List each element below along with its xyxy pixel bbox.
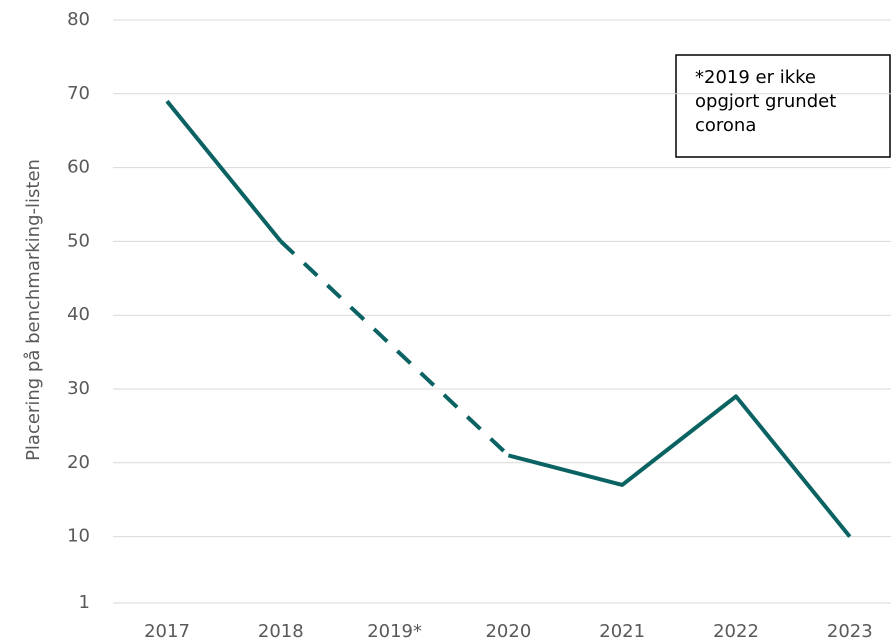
y-tick-label: 80 (67, 9, 90, 30)
annotation-box (675, 54, 891, 158)
gap-line (279, 239, 510, 457)
x-tick-label: 2017 (144, 621, 190, 642)
y-tick-label: 1 (79, 592, 90, 613)
x-tick-label: 2022 (713, 621, 759, 642)
annotation-text: opgjort grundet (695, 91, 836, 112)
y-tick-label: 10 (67, 526, 90, 547)
y-tick-label: 50 (67, 230, 90, 251)
x-tick-label: 2021 (599, 621, 645, 642)
x-tick-label: 2019* (367, 621, 422, 642)
y-tick-label: 20 (67, 452, 90, 473)
annotation-text: corona (695, 115, 756, 136)
y-tick-label: 70 (67, 83, 90, 104)
annotation-text: *2019 er ikke (695, 67, 816, 88)
y-tick-label: 60 (67, 157, 90, 178)
y-tick-label: 30 (67, 378, 90, 399)
x-tick-label: 2023 (827, 621, 873, 642)
line (165, 99, 852, 538)
x-tick-label: 2018 (258, 621, 304, 642)
y-axis-label: Placering på benchmarking-listen (23, 159, 44, 461)
x-tick-label: 2020 (485, 621, 531, 642)
y-tick-label: 40 (67, 304, 90, 325)
